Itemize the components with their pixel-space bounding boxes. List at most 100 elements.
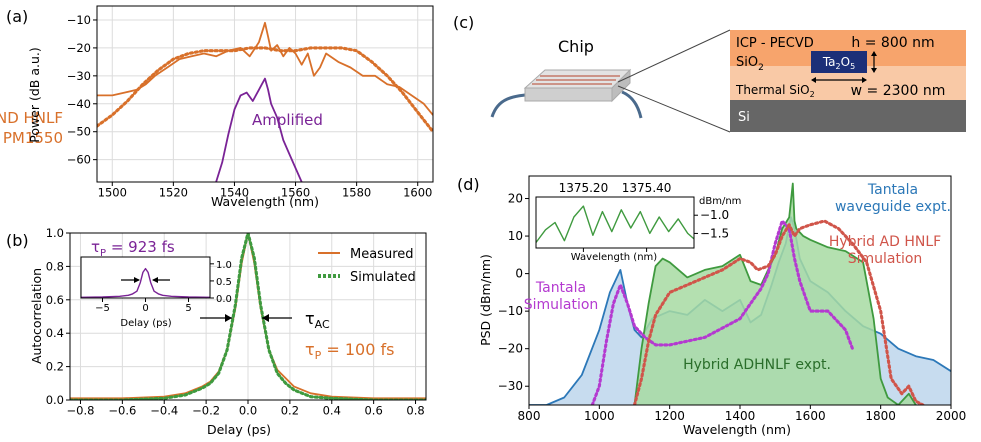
tick-label-y: 0 — [515, 267, 523, 281]
xlabel-a: Wavelength (nm) — [211, 194, 319, 209]
arrowhead-left — [225, 314, 232, 322]
panel-label-b: (b) — [6, 231, 29, 250]
tick-label-y: −10 — [498, 304, 523, 318]
annot-hybrid-expt: Hybrid ADHNLF expt. — [683, 357, 831, 373]
tick-label-x: −5 — [95, 303, 110, 314]
tick-label-x: 0.6 — [364, 404, 382, 418]
plot-b: −0.8 −0.6 −0.4 −0.2 0.0 0.2 0.4 0.6 0.8 0.0 0.2 0.4… — [46, 226, 427, 418]
panel-label-d: (d) — [457, 175, 480, 194]
chip-side — [611, 68, 631, 103]
tick-label-y: 0.8 — [46, 259, 64, 273]
series-group — [529, 182, 951, 405]
tick-label-y: −40 — [67, 97, 91, 111]
inset-b-xlabel: Delay (ps) — [120, 318, 171, 329]
inset-arrowhead-left — [134, 277, 140, 283]
fiber-right — [621, 90, 643, 119]
tick-label-x: 0.4 — [323, 404, 341, 418]
series-hybrid-adhnlf-expt-fill — [634, 183, 916, 405]
tick-label-x: 1800 — [865, 409, 896, 423]
chip-label: Chip — [558, 37, 594, 56]
plot-frame — [535, 196, 695, 249]
tick-label-y: 0.2 — [46, 360, 64, 374]
plot-bg — [81, 257, 210, 298]
series-group — [536, 205, 694, 243]
annot-ndhnlf: ND HNLF — [0, 109, 63, 127]
ylabel-b: Autocorrelation — [29, 268, 44, 364]
annot-tantala-sim-1: Tantala — [535, 280, 586, 296]
annot-pm1550: + PM1550 — [0, 129, 63, 147]
series-simulated — [70, 233, 426, 400]
series-amplified — [215, 77, 303, 182]
tick-label-x: 1400 — [725, 409, 756, 423]
plot-frame — [80, 256, 211, 299]
tick-label-y: −60 — [67, 153, 91, 167]
tick-label-y: 0.0 — [46, 393, 64, 407]
series-hybrid-ad-hnlf-simulation — [632, 219, 925, 405]
legend-measured: Measured — [350, 247, 414, 262]
annot-amplified: Amplified — [252, 111, 323, 129]
tick-label-x: 1540 — [220, 186, 249, 200]
zoom-line-top — [617, 29, 731, 83]
tick-label-y: 0.6 — [46, 293, 64, 307]
tick-label-y: −30 — [67, 69, 91, 83]
inset-d-xlabel: Wavelength (nm) — [571, 252, 657, 263]
tick-label-y: −20 — [67, 41, 91, 55]
tick-label-x: 0.2 — [281, 404, 299, 418]
tick-label-x: −0.4 — [150, 404, 178, 418]
plot-d-inset: 1375.20 1375.40 −1.0 −1.5 — [535, 181, 729, 252]
height-arrowhead-top — [871, 51, 877, 56]
height-arrowhead-bottom — [871, 68, 877, 73]
tau-ac-annotation: τAC — [200, 309, 330, 331]
plot-b-inset: −5 0 5 0.0 0.5 1.0 — [80, 256, 232, 314]
tick-label-x: 1375.40 — [622, 181, 672, 195]
height-label: h = 800 nm — [851, 35, 934, 51]
tick-label-y: −50 — [67, 125, 91, 139]
icp-label: ICP - PECVD — [736, 36, 814, 51]
plot-frame — [528, 175, 952, 406]
diagram-c: Chip Ta2O5 ICP - PECVD SiO2 h = 800 nm T… — [490, 29, 966, 133]
series-nd-hnlf-pm1550-measured — [97, 21, 433, 116]
ta2o5-label: Ta2O5 — [822, 55, 855, 71]
tick-label-x: 0 — [142, 303, 148, 314]
plot-d: 800 1000 1200 1400 1600 1800 2000 −30 −20 −10 0 10 2… — [498, 175, 967, 423]
panel-label-c: (c) — [453, 13, 474, 32]
tick-label-x: 1600 — [403, 186, 432, 200]
inset-arrowhead-right — [152, 277, 158, 283]
tick-label-y: 1.0 — [216, 260, 232, 271]
legend-b: Measured Simulated — [318, 247, 416, 285]
series-group — [70, 233, 426, 400]
tick-label-y: −10 — [67, 13, 91, 27]
sio2-label: SiO2 — [736, 55, 764, 73]
tick-label-x: 1375.20 — [559, 181, 609, 195]
annot-hybrid-sim-1: Hybrid AD HNLF — [829, 234, 941, 250]
plot-a: 1500 1520 1540 1560 1580 1600 −60 −50 −40 −30 −20 −… — [67, 5, 434, 200]
layer-si — [730, 100, 966, 132]
series-group — [81, 267, 210, 298]
tick-label-x: −0.6 — [108, 404, 136, 418]
series-nd-hnlf-pm1550-simulated — [97, 46, 433, 134]
zoom-line-bottom — [617, 85, 731, 133]
tick-label-y: 20 — [508, 192, 523, 206]
tick-label-y: 0.5 — [216, 277, 232, 288]
si-label: Si — [738, 110, 750, 125]
tick-label-x: 0.8 — [406, 404, 424, 418]
width-arrowhead-left — [811, 77, 816, 83]
series-group — [97, 21, 433, 182]
thermal-label: Thermal SiO2 — [735, 83, 815, 99]
annot-tantala-expt-2: waveguide expt. — [835, 199, 951, 215]
chip-front — [524, 87, 613, 102]
tick-label-y: −1.0 — [700, 208, 729, 222]
tick-label-x: −0.2 — [192, 404, 220, 418]
tick-label-x: 2000 — [936, 409, 967, 423]
xlabel-d: Wavelength (nm) — [683, 422, 791, 437]
tau-p-100fs: τP = 100 fs — [305, 340, 394, 362]
arrowhead-right — [262, 314, 269, 322]
series-tantala-simulation — [590, 219, 855, 405]
series-measured — [70, 233, 426, 400]
tick-label-y: −30 — [498, 379, 523, 393]
tick-label-x: −0.8 — [67, 404, 95, 418]
inset-d-ylabel: dBm/nm — [699, 196, 741, 207]
plot-frame — [96, 5, 434, 183]
tick-label-y: 0.0 — [216, 294, 232, 305]
